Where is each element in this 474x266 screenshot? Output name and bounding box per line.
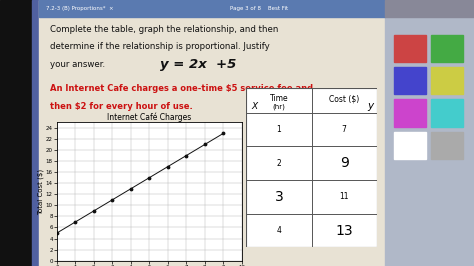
Text: An Internet Cafe charges a one-time $5 service fee and: An Internet Cafe charges a one-time $5 s… <box>50 84 313 93</box>
Y-axis label: Total Cost ($): Total Cost ($) <box>38 168 45 215</box>
Text: 4: 4 <box>277 226 282 235</box>
Bar <box>431 35 464 62</box>
Text: 13: 13 <box>336 223 353 238</box>
Text: Complete the table, graph the relationship, and then: Complete the table, graph the relationsh… <box>50 25 278 34</box>
Text: 11: 11 <box>339 192 349 201</box>
Text: (hr): (hr) <box>273 103 285 110</box>
Bar <box>394 35 426 62</box>
Text: 7.2-3 (B) Proportions*  ×: 7.2-3 (B) Proportions* × <box>46 6 114 11</box>
Text: 1: 1 <box>277 125 282 134</box>
Text: your answer.: your answer. <box>50 60 105 69</box>
Text: Time: Time <box>270 94 288 103</box>
Text: Page 3 of 8    Best Fit: Page 3 of 8 Best Fit <box>229 6 288 11</box>
Bar <box>431 132 464 159</box>
Bar <box>394 132 426 159</box>
Bar <box>394 67 426 94</box>
Text: determine if the relationship is proportional. Justify: determine if the relationship is proport… <box>50 42 270 51</box>
Text: y: y <box>367 101 373 111</box>
Bar <box>431 67 464 94</box>
Bar <box>431 99 464 127</box>
Text: 2: 2 <box>277 159 282 168</box>
Text: then $2 for every hour of use.: then $2 for every hour of use. <box>50 102 192 111</box>
Text: 7: 7 <box>342 125 346 134</box>
Text: X: X <box>252 102 258 111</box>
Text: 9: 9 <box>340 156 349 170</box>
Title: Internet Café Charges: Internet Café Charges <box>107 112 191 122</box>
Text: Cost ($): Cost ($) <box>329 94 359 103</box>
Text: y = 2x  +5: y = 2x +5 <box>160 58 237 71</box>
Text: 3: 3 <box>275 190 283 204</box>
Bar <box>394 99 426 127</box>
